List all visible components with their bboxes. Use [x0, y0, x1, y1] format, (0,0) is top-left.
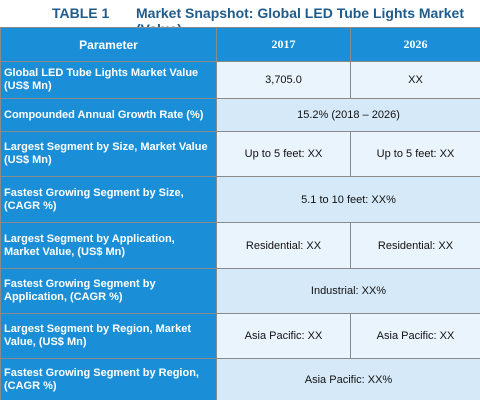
market-snapshot-table: Parameter 2017 2026 Global LED Tube Ligh…: [0, 27, 480, 400]
table-row: Largest Segment by Region, Market Value,…: [0, 313, 480, 359]
cell-2026: Residential: XX: [350, 222, 480, 269]
header-row: Parameter 2017 2026: [0, 27, 480, 62]
cell-2026: XX: [350, 61, 480, 99]
cell-merged: 15.2% (2018 – 2026): [216, 98, 480, 132]
cell-2017: Up to 5 feet: XX: [216, 131, 351, 177]
cell-2026: Asia Pacific: XX: [350, 313, 480, 359]
cell-2026: Up to 5 feet: XX: [350, 131, 480, 177]
table-row: Largest Segment by Application, Market V…: [0, 222, 480, 269]
cell-2017: Asia Pacific: XX: [216, 313, 351, 359]
row-label: Fastest Growing Segment by Size, (CAGR %…: [0, 176, 217, 223]
row-label: Fastest Growing Segment by Application, …: [0, 268, 217, 314]
cell-2017: Residential: XX: [216, 222, 351, 269]
cell-2017: 3,705.0: [216, 61, 351, 99]
header-parameter: Parameter: [0, 27, 217, 62]
row-label: Compounded Annual Growth Rate (%): [0, 98, 217, 132]
cell-merged: Industrial: XX%: [216, 268, 480, 314]
row-label: Largest Segment by Region, Market Value,…: [0, 313, 217, 359]
table-row: Fastest Growing Segment by Application, …: [0, 268, 480, 314]
table-row: Compounded Annual Growth Rate (%) 15.2% …: [0, 98, 480, 132]
row-label: Fastest Growing Segment by Region, (CAGR…: [0, 358, 217, 400]
header-2026: 2026: [350, 27, 480, 62]
table-number: TABLE 1: [52, 5, 110, 21]
row-label: Largest Segment by Size, Market Value (U…: [0, 131, 217, 177]
table-row: Fastest Growing Segment by Size, (CAGR %…: [0, 176, 480, 223]
table-row: Fastest Growing Segment by Region, (CAGR…: [0, 358, 480, 400]
cell-merged: 5.1 to 10 feet: XX%: [216, 176, 480, 223]
table-row: Largest Segment by Size, Market Value (U…: [0, 131, 480, 177]
header-2017: 2017: [216, 27, 351, 62]
table-row: Global LED Tube Lights Market Value (US$…: [0, 61, 480, 99]
table-title: TABLE 1 Market Snapshot: Global LED Tube…: [0, 0, 480, 37]
cell-merged: Asia Pacific: XX%: [216, 358, 480, 400]
row-label: Largest Segment by Application, Market V…: [0, 222, 217, 269]
row-label: Global LED Tube Lights Market Value (US$…: [0, 61, 217, 99]
